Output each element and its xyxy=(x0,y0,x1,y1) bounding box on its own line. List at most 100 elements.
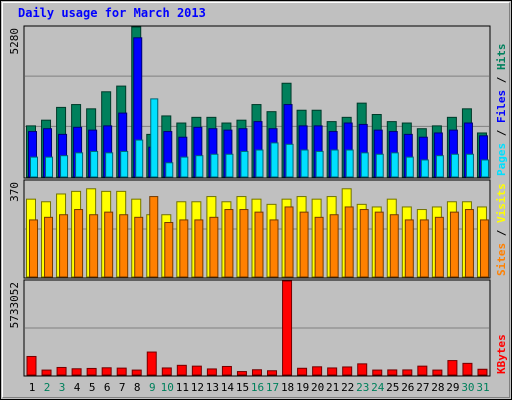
x-tick-label-day-21: 21 xyxy=(326,381,339,394)
legend-bottom: KBytes xyxy=(495,334,508,374)
bar-pages-day-10 xyxy=(165,162,174,178)
bar-pages-day-29 xyxy=(450,153,459,178)
y-max-label-top: 5280 xyxy=(8,28,21,55)
x-tick-label-day-22: 22 xyxy=(341,381,354,394)
bar-kbytes-day-30 xyxy=(462,362,473,376)
x-tick-label-day-29: 29 xyxy=(446,381,459,394)
bar-pages-day-17 xyxy=(270,142,279,178)
x-tick-label-day-15: 15 xyxy=(236,381,249,394)
bar-kbytes-day-5 xyxy=(86,367,97,376)
bar-kbytes-day-24 xyxy=(372,369,383,376)
bar-sites-day-2 xyxy=(44,216,54,278)
x-tick-label-day-11: 11 xyxy=(176,381,189,394)
bar-kbytes-day-8 xyxy=(131,369,142,376)
legend-part: Sites xyxy=(495,243,508,276)
x-tick-label-day-24: 24 xyxy=(371,381,385,394)
bar-kbytes-day-14 xyxy=(221,365,232,376)
legend-part: / xyxy=(495,123,508,143)
x-tick-label-day-2: 2 xyxy=(44,381,51,394)
legend-part: Files xyxy=(495,90,508,123)
bar-kbytes-day-29 xyxy=(447,360,458,376)
bar-sites-day-11 xyxy=(179,219,189,278)
y-max-label-bottom: 5733052 xyxy=(8,282,21,328)
bar-sites-day-19 xyxy=(299,211,309,278)
x-tick-label-day-8: 8 xyxy=(134,381,141,394)
chart-title: Daily usage for March 2013 xyxy=(18,6,206,20)
bar-kbytes-day-31 xyxy=(477,368,488,376)
bar-sites-day-25 xyxy=(389,214,399,278)
x-tick-label-day-16: 16 xyxy=(251,381,264,394)
bar-sites-day-21 xyxy=(329,214,339,278)
bar-kbytes-day-19 xyxy=(297,367,308,376)
bar-kbytes-day-12 xyxy=(191,365,202,376)
x-tick-label-day-25: 25 xyxy=(386,381,399,394)
bar-kbytes-day-16 xyxy=(251,369,262,376)
bar-sites-day-16 xyxy=(254,211,264,278)
bar-kbytes-day-1 xyxy=(26,355,37,376)
bar-kbytes-day-20 xyxy=(312,366,323,376)
bar-kbytes-day-28 xyxy=(432,369,443,376)
bar-pages-day-30 xyxy=(465,153,474,178)
x-tick-label-day-17: 17 xyxy=(266,381,279,394)
legend-part: Visits xyxy=(495,183,508,223)
bar-kbytes-day-22 xyxy=(342,366,353,376)
bar-sites-day-23 xyxy=(359,209,369,278)
bar-sites-day-7 xyxy=(119,214,129,278)
bar-sites-day-3 xyxy=(59,214,69,278)
y-max-label-middle: 370 xyxy=(8,182,21,202)
bar-sites-day-28 xyxy=(434,216,444,278)
bar-kbytes-day-15 xyxy=(236,371,247,376)
bar-sites-day-31 xyxy=(479,219,489,278)
bar-sites-day-20 xyxy=(314,216,324,278)
bar-sites-day-30 xyxy=(464,209,474,278)
bar-pages-day-12 xyxy=(195,155,204,178)
bar-pages-day-7 xyxy=(120,150,129,178)
bar-pages-day-11 xyxy=(180,156,189,178)
x-tick-label-day-13: 13 xyxy=(206,381,219,394)
bar-kbytes-day-21 xyxy=(327,367,338,376)
bar-sites-day-9 xyxy=(149,196,159,278)
bar-sites-day-18 xyxy=(284,206,294,278)
bar-pages-day-1 xyxy=(30,156,38,178)
bar-sites-day-17 xyxy=(269,219,279,278)
x-tick-label-day-7: 7 xyxy=(119,381,126,394)
bar-pages-day-2 xyxy=(45,156,54,178)
bar-kbytes-day-2 xyxy=(41,369,52,376)
x-tick-label-day-10: 10 xyxy=(161,381,174,394)
bar-sites-day-26 xyxy=(404,219,414,278)
bar-kbytes-day-18 xyxy=(282,280,293,376)
bar-kbytes-day-25 xyxy=(387,369,398,376)
x-tick-label-day-12: 12 xyxy=(191,381,204,394)
bar-pages-day-9 xyxy=(150,98,159,178)
bar-kbytes-day-6 xyxy=(101,367,112,376)
bar-pages-day-26 xyxy=(405,156,414,178)
bar-kbytes-day-17 xyxy=(267,370,278,376)
bar-kbytes-day-27 xyxy=(417,365,428,376)
legend-part: / xyxy=(495,70,508,90)
x-tick-label-day-30: 30 xyxy=(461,381,474,394)
bar-kbytes-day-7 xyxy=(116,367,127,376)
x-tick-label-day-23: 23 xyxy=(356,381,369,394)
bar-kbytes-day-13 xyxy=(206,368,217,376)
bar-sites-day-14 xyxy=(224,209,234,278)
bar-kbytes-day-11 xyxy=(176,364,187,376)
bar-sites-day-22 xyxy=(344,206,354,278)
x-tick-label-day-31: 31 xyxy=(476,381,489,394)
bar-pages-day-14 xyxy=(225,153,234,178)
legend-part: Pages xyxy=(495,143,508,176)
bar-sites-day-15 xyxy=(239,209,249,278)
bar-sites-day-1 xyxy=(29,219,38,278)
bar-sites-day-12 xyxy=(194,219,204,278)
x-tick-label-day-20: 20 xyxy=(311,381,324,394)
bar-pages-day-5 xyxy=(90,150,99,178)
x-tick-label-day-1: 1 xyxy=(29,381,36,394)
x-tick-label-day-9: 9 xyxy=(149,381,156,394)
bar-pages-day-13 xyxy=(210,153,219,178)
bar-pages-day-16 xyxy=(255,149,264,178)
legend-middle: Sites / Visits xyxy=(495,183,508,276)
bar-sites-day-8 xyxy=(134,216,144,278)
bar-pages-day-21 xyxy=(330,149,339,178)
bar-pages-day-6 xyxy=(105,152,114,178)
bar-pages-day-24 xyxy=(375,153,384,178)
